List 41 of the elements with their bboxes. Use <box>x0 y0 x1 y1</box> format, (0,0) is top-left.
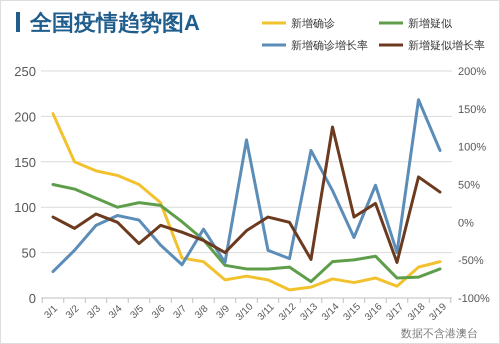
y2-tick-label: 100% <box>458 142 486 154</box>
x-tick-label: 3/7 <box>171 303 190 322</box>
legend-label: 新增疑似 <box>408 17 452 30</box>
x-tick-label: 3/11 <box>256 301 278 323</box>
y-tick-label: 50 <box>22 246 36 261</box>
x-tick-label: 3/12 <box>276 301 299 324</box>
x-tick-label: 3/16 <box>362 301 385 324</box>
x-tick-label: 3/6 <box>150 303 168 322</box>
x-tick-label: 3/3 <box>85 303 104 322</box>
y2-tick-label: 50% <box>458 180 480 192</box>
y-tick-label: 100 <box>14 200 36 216</box>
line-series <box>52 183 442 284</box>
x-tick-label: 3/18 <box>406 301 428 324</box>
x-tick-label: 3/10 <box>234 301 256 324</box>
x-tick-label: 3/8 <box>192 303 211 322</box>
x-tick-label: 3/9 <box>214 303 232 322</box>
y-tick-label: 200 <box>14 109 36 124</box>
y-tick-label: 150 <box>14 154 36 170</box>
y-tick-label: 250 <box>14 64 36 79</box>
text: 数据不含港澳台 <box>401 327 478 340</box>
y2-tick-label: 0% <box>458 217 474 230</box>
line-series <box>52 98 442 274</box>
legend-label: 新增确诊增长率 <box>291 39 368 52</box>
x-tick-label: 3/5 <box>128 303 146 322</box>
legend-label: 新增疑似增长率 <box>408 39 485 52</box>
legend-label: 新增确诊 <box>291 17 335 30</box>
y2-tick-label: -50% <box>458 255 484 268</box>
line-series <box>52 112 442 292</box>
x-tick-label: 3/4 <box>106 303 125 322</box>
chart-title: 全国疫情趋势图A <box>29 10 200 35</box>
x-tick-label: 3/15 <box>341 301 364 324</box>
x-tick-label: 3/19 <box>427 301 450 324</box>
x-tick-label: 3/14 <box>320 301 342 324</box>
y2-tick-label: 200% <box>458 66 486 78</box>
line-series <box>52 125 442 264</box>
y2-tick-label: 150% <box>458 104 486 116</box>
x-tick-label: 3/2 <box>64 303 82 322</box>
x-tick-label: 3/1 <box>42 303 60 322</box>
y-tick-label: 0 <box>28 291 36 306</box>
y2-tick-label: -100% <box>458 293 490 305</box>
x-tick-label: 3/13 <box>298 301 320 324</box>
